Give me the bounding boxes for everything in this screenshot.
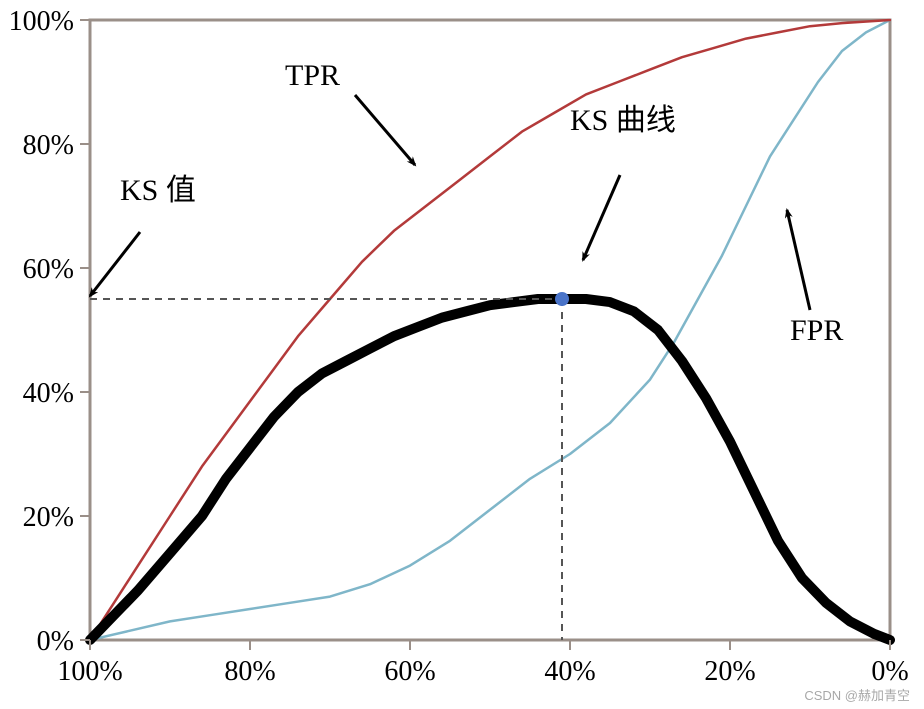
ks-curve	[90, 299, 890, 640]
ks-chart: TPR KS 曲线 KS 值 FPR 100% 80% 60% 40% 20% 0% 0% 20% 4…	[0, 0, 924, 709]
fpr-arrow	[787, 210, 810, 310]
watermark: CSDN @赫加青空	[804, 688, 910, 703]
plot-frame	[90, 20, 890, 640]
ks-curve-anno-arrow	[583, 175, 620, 260]
ks-value-anno-label: KS 值	[120, 174, 196, 207]
y-tick-label: 40%	[23, 378, 74, 409]
tpr-arrow	[355, 95, 415, 165]
ks-point	[555, 292, 569, 306]
x-tick-label: 0%	[871, 656, 908, 687]
y-tick-label: 20%	[23, 502, 74, 533]
x-tick-label: 100%	[57, 656, 122, 687]
chart-svg: TPR KS 曲线 KS 值 FPR 100% 80% 60% 40% 20% 0% 0% 20% 4…	[0, 0, 924, 709]
x-tick-label: 60%	[384, 656, 435, 687]
y-tick-label: 80%	[23, 130, 74, 161]
tpr-label: TPR	[285, 59, 340, 92]
ks-curve-anno-label: KS 曲线	[570, 104, 676, 137]
x-tick-label: 40%	[544, 656, 595, 687]
y-tick-label: 100%	[9, 6, 74, 37]
tpr-curve	[90, 20, 890, 640]
y-tick-label: 0%	[37, 626, 74, 657]
x-tick-label: 20%	[704, 656, 755, 687]
x-tick-label: 80%	[224, 656, 275, 687]
y-tick-label: 60%	[23, 254, 74, 285]
ks-value-anno-arrow	[90, 232, 140, 296]
fpr-curve	[90, 20, 890, 640]
fpr-label: FPR	[790, 314, 843, 347]
